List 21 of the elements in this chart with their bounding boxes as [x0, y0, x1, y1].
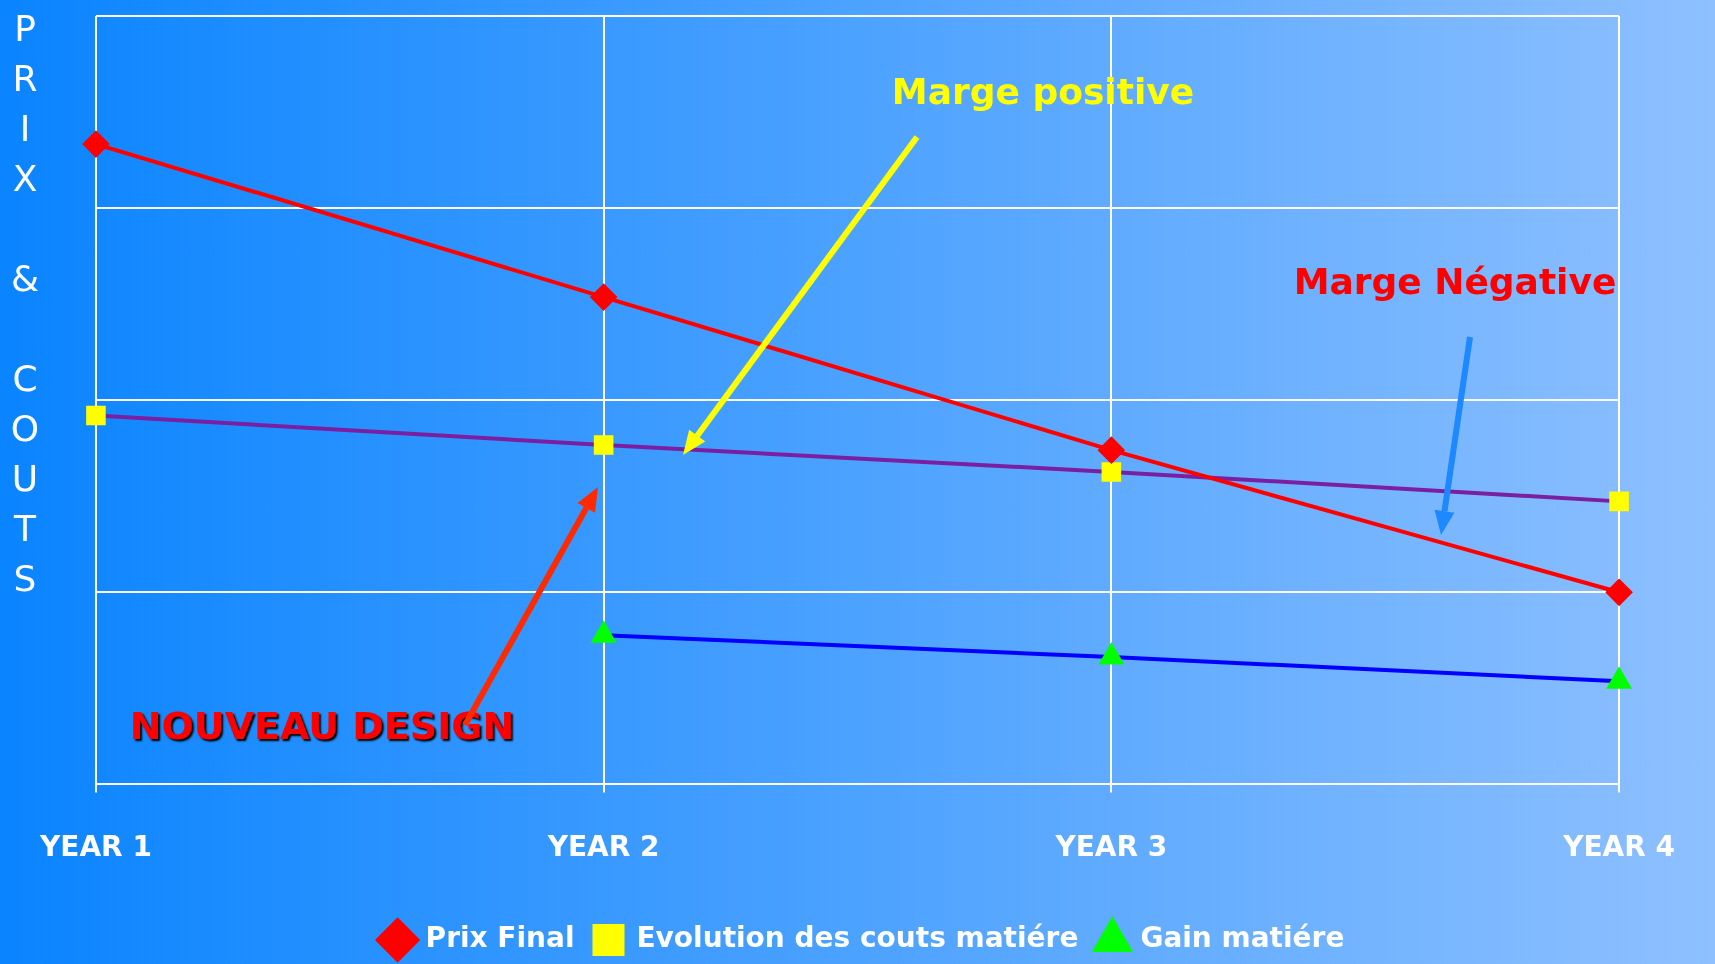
text: PRIX & COUTS — [10, 8, 40, 599]
x-tick-label: YEAR 2 — [546, 830, 660, 864]
legend-label: Gain matiére — [1140, 921, 1345, 955]
annotation: NOUVEAU DESIGN — [129, 704, 515, 748]
point — [1607, 668, 1631, 689]
point — [1101, 462, 1122, 482]
x-tick-label: YEAR 4 — [1562, 830, 1676, 864]
point — [86, 405, 106, 426]
point — [82, 131, 109, 158]
point — [1099, 643, 1123, 665]
legend-label: Prix Final — [425, 921, 575, 955]
point — [1606, 579, 1633, 606]
point — [593, 435, 614, 455]
point — [1098, 437, 1125, 464]
point — [590, 284, 617, 311]
x-tick-label: YEAR 3 — [1054, 830, 1168, 864]
x-tick-label: YEAR 1 — [38, 830, 152, 864]
point — [1609, 491, 1629, 512]
legend-label: Evolution des couts matiére — [636, 921, 1079, 955]
point — [592, 622, 616, 643]
annotation: Marge Négative — [1293, 260, 1617, 302]
